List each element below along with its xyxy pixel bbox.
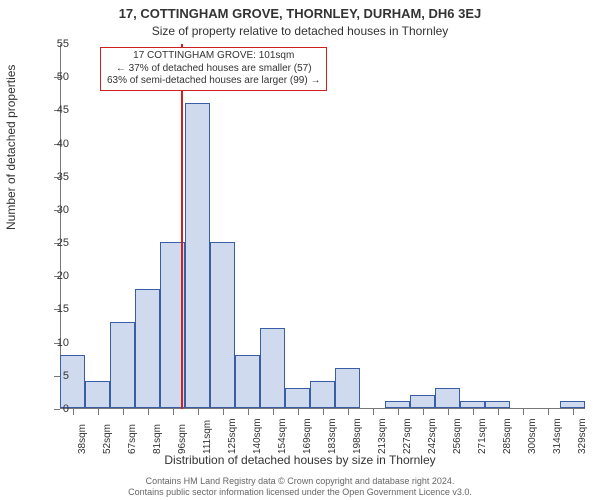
x-tick-label: 169sqm	[302, 418, 313, 454]
x-tick	[473, 409, 474, 415]
x-tick	[98, 409, 99, 415]
y-tick-label: 35	[39, 171, 69, 183]
histogram-bar	[185, 103, 210, 408]
x-tick-label: 329sqm	[577, 418, 588, 454]
x-tick-label: 140sqm	[252, 418, 263, 454]
x-tick-label: 67sqm	[127, 424, 138, 454]
footer-line-2: Contains public sector information licen…	[0, 487, 600, 498]
footer-attribution: Contains HM Land Registry data © Crown c…	[0, 476, 600, 498]
x-tick-label: 300sqm	[527, 418, 538, 454]
x-tick	[323, 409, 324, 415]
x-tick	[548, 409, 549, 415]
x-tick	[273, 409, 274, 415]
x-tick	[123, 409, 124, 415]
title-address: 17, COTTINGHAM GROVE, THORNLEY, DURHAM, …	[0, 6, 600, 21]
annotation-line-2: ← 37% of detached houses are smaller (57…	[107, 63, 320, 76]
x-tick-label: 285sqm	[502, 418, 513, 454]
x-tick	[523, 409, 524, 415]
x-tick-label: 96sqm	[177, 424, 188, 454]
histogram-bar	[335, 368, 360, 408]
plot-area: 17 COTTINGHAM GROVE: 101sqm← 37% of deta…	[60, 44, 585, 409]
x-tick-label: 111sqm	[202, 420, 213, 454]
histogram-bar	[560, 401, 585, 408]
x-tick	[398, 409, 399, 415]
annotation-line-3: 63% of semi-detached houses are larger (…	[107, 75, 320, 88]
x-tick	[448, 409, 449, 415]
histogram-bar	[260, 328, 285, 408]
x-axis-label: Distribution of detached houses by size …	[0, 453, 600, 467]
x-tick-label: 198sqm	[352, 418, 363, 454]
x-tick-label: 314sqm	[552, 418, 563, 454]
x-tick	[573, 409, 574, 415]
x-tick-label: 271sqm	[477, 418, 488, 454]
x-tick-label: 227sqm	[402, 418, 413, 454]
y-tick-label: 40	[39, 138, 69, 150]
y-tick-label: 55	[39, 38, 69, 50]
histogram-bar	[210, 242, 235, 408]
x-tick-label: 183sqm	[327, 418, 338, 454]
annotation-line-1: 17 COTTINGHAM GROVE: 101sqm	[107, 50, 320, 63]
x-tick	[348, 409, 349, 415]
histogram-bar	[410, 395, 435, 408]
title-subtitle: Size of property relative to detached ho…	[0, 24, 600, 38]
histogram-bar	[385, 401, 410, 408]
x-tick	[298, 409, 299, 415]
histogram-bar	[135, 289, 160, 408]
histogram-bar	[85, 381, 110, 408]
y-tick-label: 25	[39, 237, 69, 249]
histogram-bar	[310, 381, 335, 408]
y-tick-label: 30	[39, 204, 69, 216]
chart-container: 17, COTTINGHAM GROVE, THORNLEY, DURHAM, …	[0, 0, 600, 500]
x-tick-label: 256sqm	[452, 418, 463, 454]
x-tick	[173, 409, 174, 415]
x-tick	[73, 409, 74, 415]
histogram-bar	[460, 401, 485, 408]
histogram-bar	[485, 401, 510, 408]
x-tick-label: 52sqm	[102, 424, 113, 454]
x-tick	[373, 409, 374, 415]
histogram-bar	[235, 355, 260, 408]
y-tick-label: 50	[39, 71, 69, 83]
y-axis-label: Number of detached properties	[4, 65, 18, 230]
y-tick-label: 0	[39, 403, 69, 415]
x-tick-label: 38sqm	[77, 424, 88, 454]
y-tick-label: 45	[39, 104, 69, 116]
x-tick-label: 213sqm	[377, 418, 388, 454]
x-tick	[223, 409, 224, 415]
histogram-bar	[435, 388, 460, 408]
y-tick-label: 20	[39, 270, 69, 282]
x-tick-label: 242sqm	[427, 418, 438, 454]
x-tick	[248, 409, 249, 415]
x-tick-label: 81sqm	[152, 424, 163, 454]
histogram-bar	[110, 322, 135, 408]
annotation-box: 17 COTTINGHAM GROVE: 101sqm← 37% of deta…	[100, 47, 327, 91]
x-tick-label: 125sqm	[227, 418, 238, 454]
x-tick-label: 154sqm	[277, 418, 288, 454]
x-tick	[423, 409, 424, 415]
x-tick	[198, 409, 199, 415]
footer-line-1: Contains HM Land Registry data © Crown c…	[0, 476, 600, 487]
y-tick-label: 10	[39, 337, 69, 349]
histogram-bar	[285, 388, 310, 408]
x-tick	[498, 409, 499, 415]
marker-line	[181, 44, 183, 409]
y-tick-label: 15	[39, 303, 69, 315]
y-tick-label: 5	[39, 370, 69, 382]
x-tick	[148, 409, 149, 415]
